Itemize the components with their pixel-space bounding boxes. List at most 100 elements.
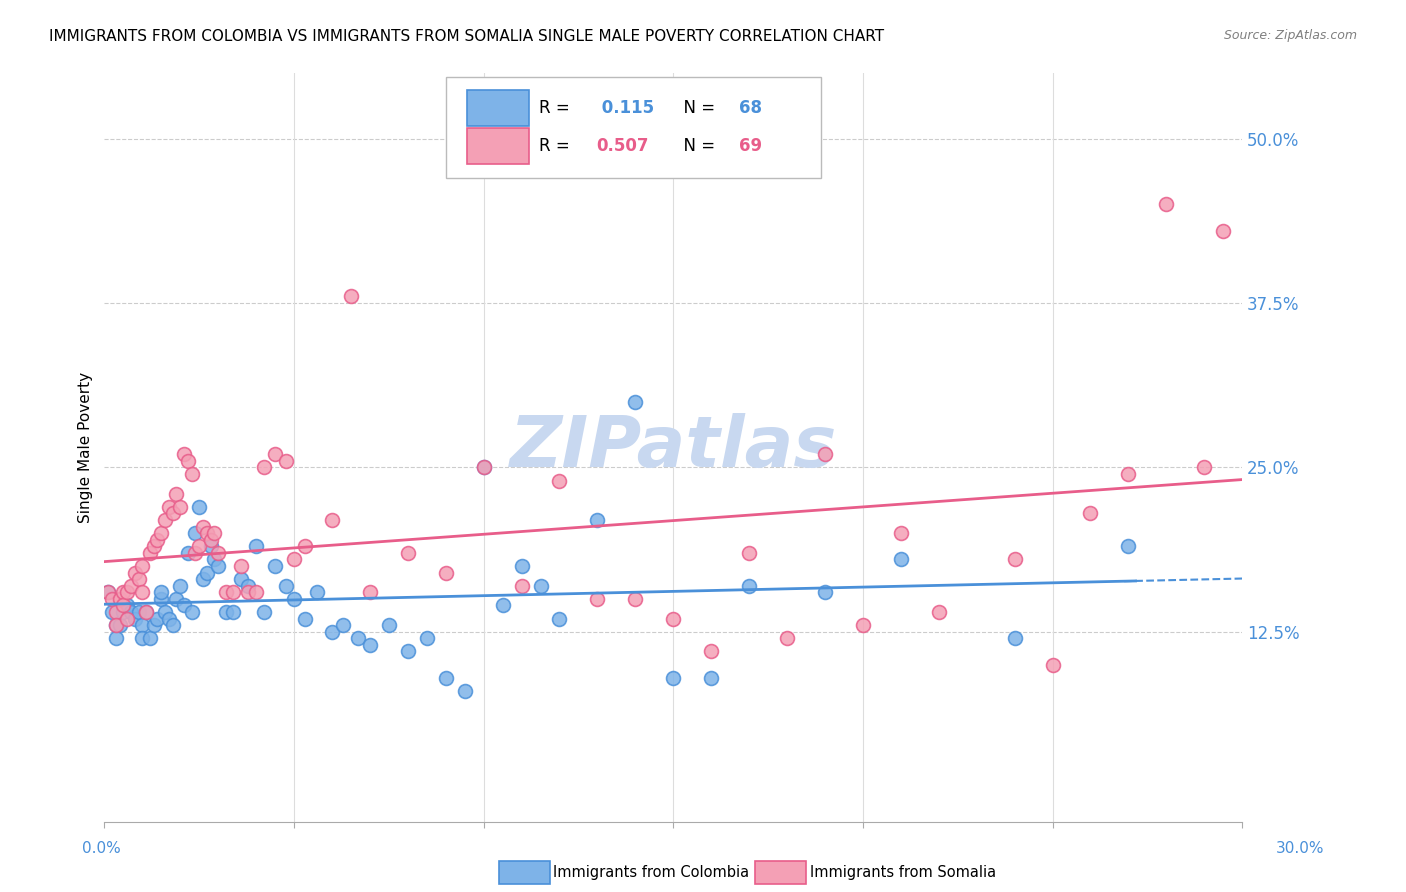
Point xyxy=(510,559,533,574)
Point xyxy=(700,671,723,685)
Point xyxy=(142,539,165,553)
Point xyxy=(150,526,173,541)
Point xyxy=(229,559,252,574)
Point xyxy=(207,559,229,574)
Point xyxy=(586,591,609,606)
Text: N =: N = xyxy=(673,99,721,118)
Point xyxy=(1042,657,1064,672)
Text: Immigrants from Somalia: Immigrants from Somalia xyxy=(810,865,995,880)
Point xyxy=(157,611,180,625)
Point xyxy=(347,632,370,646)
Point xyxy=(188,500,211,514)
Point xyxy=(890,526,912,541)
Point xyxy=(124,566,146,580)
Point xyxy=(146,533,169,547)
Point xyxy=(115,611,138,625)
Point xyxy=(1212,224,1234,238)
Point xyxy=(1192,460,1215,475)
Text: 0.0%: 0.0% xyxy=(82,841,121,855)
Point xyxy=(157,500,180,514)
Point xyxy=(101,591,124,606)
Point xyxy=(195,526,218,541)
Point xyxy=(180,605,202,619)
Point xyxy=(101,605,124,619)
Point xyxy=(165,591,187,606)
Point xyxy=(142,618,165,632)
Point xyxy=(207,546,229,560)
Point xyxy=(294,611,316,625)
Point xyxy=(238,579,260,593)
Point xyxy=(108,618,131,632)
Point xyxy=(276,579,298,593)
Point xyxy=(150,591,173,606)
Point xyxy=(1118,539,1140,553)
Point xyxy=(97,585,120,599)
Point xyxy=(153,605,176,619)
Point xyxy=(396,644,419,658)
Point xyxy=(332,618,354,632)
Point xyxy=(928,605,950,619)
FancyBboxPatch shape xyxy=(467,128,529,164)
Point xyxy=(139,632,162,646)
Point xyxy=(264,559,287,574)
Point xyxy=(548,474,571,488)
Point xyxy=(104,605,127,619)
Point xyxy=(472,460,495,475)
FancyBboxPatch shape xyxy=(467,90,529,127)
Point xyxy=(191,572,214,586)
Point xyxy=(359,585,381,599)
Point xyxy=(177,454,200,468)
Text: Immigrants from Colombia: Immigrants from Colombia xyxy=(553,865,748,880)
Point xyxy=(128,572,150,586)
Point xyxy=(321,624,343,639)
Point xyxy=(890,552,912,566)
Text: Source: ZipAtlas.com: Source: ZipAtlas.com xyxy=(1223,29,1357,43)
Text: IMMIGRANTS FROM COLOMBIA VS IMMIGRANTS FROM SOMALIA SINGLE MALE POVERTY CORRELAT: IMMIGRANTS FROM COLOMBIA VS IMMIGRANTS F… xyxy=(49,29,884,45)
Point xyxy=(184,546,207,560)
Point xyxy=(359,638,381,652)
Point xyxy=(115,599,138,613)
Point xyxy=(662,671,685,685)
Point xyxy=(222,585,245,599)
Point xyxy=(624,591,647,606)
Point xyxy=(264,447,287,461)
Point xyxy=(120,579,142,593)
Point xyxy=(434,671,457,685)
Point xyxy=(108,591,131,606)
Point xyxy=(340,289,363,303)
Text: 68: 68 xyxy=(740,99,762,118)
Text: ZIPatlas: ZIPatlas xyxy=(509,413,837,483)
Point xyxy=(1080,507,1102,521)
Point xyxy=(162,618,184,632)
Point xyxy=(169,500,191,514)
Point xyxy=(200,533,222,547)
Text: R =: R = xyxy=(538,99,575,118)
Point xyxy=(283,591,305,606)
Point xyxy=(700,644,723,658)
Point xyxy=(139,546,162,560)
Point xyxy=(529,579,551,593)
Point xyxy=(396,546,419,560)
Point xyxy=(195,566,218,580)
Text: 0.507: 0.507 xyxy=(596,137,648,155)
Point xyxy=(169,579,191,593)
Text: N =: N = xyxy=(673,137,721,155)
Point xyxy=(624,394,647,409)
Point xyxy=(321,513,343,527)
Point xyxy=(378,618,401,632)
Point xyxy=(245,585,267,599)
Point xyxy=(104,618,127,632)
Point xyxy=(222,605,245,619)
Text: R =: R = xyxy=(538,137,575,155)
Point xyxy=(238,585,260,599)
Point xyxy=(165,486,187,500)
Point xyxy=(180,467,202,481)
Point xyxy=(245,539,267,553)
Point xyxy=(548,611,571,625)
Point xyxy=(434,566,457,580)
Point xyxy=(510,579,533,593)
Point xyxy=(200,539,222,553)
Point xyxy=(814,447,837,461)
Point xyxy=(1154,197,1177,211)
Point xyxy=(776,632,799,646)
